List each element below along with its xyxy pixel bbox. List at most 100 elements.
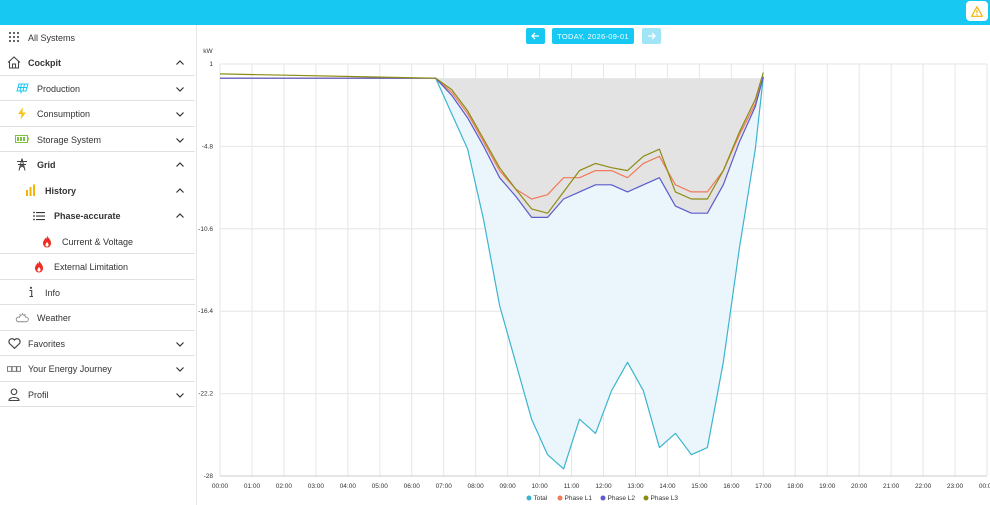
chevron-up-icon[interactable] <box>175 58 185 68</box>
grid-icon <box>7 30 21 44</box>
chevron-down-icon[interactable] <box>175 339 185 349</box>
x-tick-label: 07:00 <box>436 483 453 490</box>
sidebar-item-favorites[interactable]: Favorites <box>0 331 195 356</box>
y-tick-label: 1 <box>209 61 213 68</box>
date-navigation: TODAY, 2026-09-01 <box>0 27 990 47</box>
sidebar-item-label: Weather <box>37 313 71 323</box>
legend-marker <box>557 495 563 501</box>
sidebar-item-weather[interactable]: Weather <box>0 306 195 331</box>
chevron-down-icon[interactable] <box>175 135 185 145</box>
x-tick-label: 00:00 <box>979 483 990 490</box>
date-display-button[interactable]: TODAY, 2026-09-01 <box>552 28 634 44</box>
sidebar-item-label: Production <box>37 83 81 94</box>
chevron-up-icon[interactable] <box>175 211 185 221</box>
list-icon <box>32 209 46 223</box>
lightning-icon <box>15 107 29 121</box>
series-line-total <box>220 76 764 470</box>
chevron-down-icon[interactable] <box>175 84 185 94</box>
arrow-right-icon <box>648 32 656 40</box>
info-icon <box>24 285 38 299</box>
next-day-button[interactable] <box>642 28 661 44</box>
legend-label: Phase L1 <box>565 495 593 502</box>
legend-label: Phase L3 <box>651 495 679 502</box>
sidebar-item-profil[interactable]: Profil <box>0 382 195 407</box>
y-tick-label: -22.2 <box>198 391 213 398</box>
sidebar-item-phase-accurate[interactable]: Phase-accurate <box>0 204 195 229</box>
x-tick-label: 21:00 <box>883 483 900 490</box>
arrow-left-icon <box>531 32 539 40</box>
sidebar-item-label: Info <box>45 287 61 298</box>
sidebar-item-consumption[interactable]: Consumption <box>0 102 195 127</box>
x-tick-label: 16:00 <box>723 483 740 490</box>
sidebar-item-storage-system[interactable]: Storage System <box>0 127 195 152</box>
sidebar-item-label: Storage System <box>37 134 102 145</box>
x-tick-label: 23:00 <box>947 483 964 490</box>
x-tick-label: 12:00 <box>595 483 612 490</box>
sidebar-item-label: Current & Voltage <box>62 236 134 247</box>
x-tick-label: 02:00 <box>276 483 293 490</box>
y-axis-label: kW <box>203 48 213 55</box>
chevron-up-icon[interactable] <box>175 160 185 170</box>
chevron-down-icon[interactable] <box>175 364 185 374</box>
x-tick-label: 22:00 <box>915 483 932 490</box>
sidebar-item-production[interactable]: Production <box>0 76 195 101</box>
sidebar-item-your-energy-journey[interactable]: Your Energy Journey <box>0 357 195 382</box>
x-tick-label: 01:00 <box>244 483 261 490</box>
x-tick-label: 14:00 <box>659 483 676 490</box>
home-icon <box>7 56 21 70</box>
heart-icon <box>7 336 21 350</box>
series-line-phase-l1 <box>220 76 764 200</box>
sidebar-item-label: Grid <box>37 160 56 170</box>
flame-icon <box>32 260 46 274</box>
x-tick-label: 19:00 <box>819 483 836 490</box>
x-tick-label: 03:00 <box>308 483 325 490</box>
legend-label: Total <box>534 495 548 502</box>
sidebar-item-history[interactable]: History <box>0 178 195 203</box>
x-tick-label: 09:00 <box>499 483 516 490</box>
x-tick-label: 20:00 <box>851 483 868 490</box>
y-tick-label: -16.4 <box>198 308 213 315</box>
solar-panel-icon <box>15 81 29 95</box>
sidebar-item-label: Cockpit <box>28 58 62 68</box>
y-tick-label: -10.6 <box>198 226 213 233</box>
sidebar-item-cockpit[interactable]: Cockpit <box>0 51 195 76</box>
y-tick-label: -28 <box>204 473 214 480</box>
sidebar-item-label: Profil <box>28 389 49 400</box>
sidebar-item-label: History <box>45 185 77 196</box>
x-tick-label: 17:00 <box>755 483 772 490</box>
warning-button[interactable] <box>966 1 988 21</box>
sidebar-item-external-limitation[interactable]: External Limitation <box>0 255 195 280</box>
x-tick-label: 08:00 <box>468 483 485 490</box>
flame-icon <box>40 234 54 248</box>
legend-marker <box>526 495 532 501</box>
legend-marker <box>643 495 649 501</box>
prev-day-button[interactable] <box>526 28 545 44</box>
x-tick-label: 13:00 <box>627 483 644 490</box>
sidebar-item-all-systems[interactable]: All Systems <box>0 25 195 50</box>
x-tick-label: 15:00 <box>691 483 708 490</box>
sidebar-item-label: Phase-accurate <box>54 211 121 221</box>
chevron-down-icon[interactable] <box>175 390 185 400</box>
sidebar-item-info[interactable]: Info <box>0 280 195 305</box>
sidebar-item-current-voltage[interactable]: Current & Voltage <box>0 229 195 254</box>
chevron-down-icon[interactable] <box>175 109 185 119</box>
x-tick-label: 04:00 <box>340 483 357 490</box>
series-line-phase-l3 <box>219 72 764 214</box>
sidebar-item-grid[interactable]: Grid <box>0 153 195 178</box>
x-tick-label: 18:00 <box>787 483 804 490</box>
sidebar-item-label: Consumption <box>37 109 91 119</box>
sidebar-item-label: External Limitation <box>54 262 129 272</box>
sidebar-item-label: All Systems <box>28 32 76 43</box>
chevron-up-icon[interactable] <box>175 186 185 196</box>
x-tick-label: 00:00 <box>212 483 229 490</box>
bar-chart-icon <box>24 183 38 197</box>
power-tower-icon <box>15 158 29 172</box>
grid-phase-chart: 00:00 01:00 02:00 03:00 04:00 05:00 06:00 07:00… <box>198 48 990 502</box>
sidebar-item-label: Your Energy Journey <box>28 364 112 374</box>
weather-icon <box>15 311 29 325</box>
x-tick-label: 10:00 <box>531 483 548 490</box>
series-line-phase-l2 <box>220 76 764 218</box>
sidebar: All Systems Cockpit Production Consumption S… <box>0 25 197 505</box>
y-tick-label: -4.8 <box>202 143 214 150</box>
phase-area <box>220 76 764 218</box>
